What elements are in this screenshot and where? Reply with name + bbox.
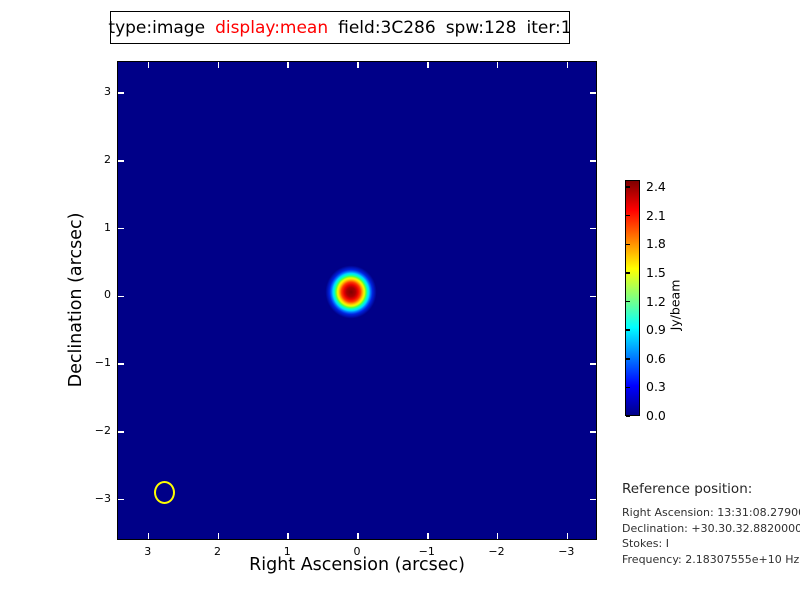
x-tick-mark-top [357,62,359,68]
y-tick-label: 3 [104,85,111,99]
title-segment: spw:128 [445,17,517,38]
y-tick-label: 0 [104,288,111,302]
title-segment: field:3C286 [338,17,436,38]
y-tick-label: 1 [104,220,111,234]
colorbar-tick-mark [626,243,630,245]
x-tick-mark-bottom [357,533,359,539]
y-tick-mark-right [590,498,596,501]
y-tick-mark-left [118,431,124,433]
y-tick-mark-right [590,160,596,162]
y-tick-label: 2 [104,152,111,166]
reference-position-line: Stokes: I [622,537,669,550]
colorbar-tick-label: 1.5 [646,264,666,280]
colorbar-tick-mark [626,186,630,188]
source-blob-3c286 [325,265,378,320]
y-tick-label: −1 [94,356,111,370]
x-tick-mark-top [147,62,150,68]
colorbar-tick-mark [626,214,630,217]
y-tick-label: −3 [94,491,111,505]
y-tick-mark-right [590,363,596,365]
colorbar-tick-mark [626,415,630,417]
colorbar-tick-mark [626,272,630,274]
reference-position-line: Declination: +30.30.32.88200000 [622,521,800,535]
reference-position-lines: Right Ascension: 13:31:08.27900000 Declin… [622,505,800,567]
x-tick-mark-bottom [217,533,220,539]
colorbar-tick-label: 2.4 [646,179,666,194]
x-tick-mark-bottom [147,533,150,539]
colorbar: 0.0 0.3 0.6 0.9 1.2 1.5 1.8 2.1 2.4 [625,179,666,423]
colorbar-tick-label: 0.6 [646,350,666,366]
plot-area: 3 2 1 0 −1 −2 −3 3 2 1 0 −1 −2 −3 [95,61,597,558]
y-tick-mark-right [590,431,596,433]
y-tick-mark-right [590,92,596,94]
x-tick-mark-bottom [496,533,499,539]
reference-position-line: Right Ascension: 13:31:08.27900000 [622,506,800,519]
y-tick-mark-left [118,498,124,501]
x-tick-mark-top [427,62,429,68]
colorbar-gradient [625,180,640,416]
y-tick-mark-left [118,92,124,94]
x-tick-label: 3 [144,545,152,558]
x-tick-mark-bottom [566,533,569,539]
title-segment: iter:1 [526,17,572,38]
colorbar-tick-mark [626,329,630,331]
image-raster-canvas [117,61,597,540]
x-tick-mark-bottom [287,533,289,539]
y-tick-mark-right [590,227,596,230]
x-tick-label: 0 [353,545,361,558]
colorbar-tick-label: 0.9 [646,322,666,338]
plot-title-box: type:image display:mean field:3C286 spw:128… [108,11,572,44]
y-tick-mark-left [118,295,124,298]
reference-position-line: Frequency: 2.18307555e+10 Hz [622,552,800,566]
x-axis-label: Right Ascension (arcsec) [249,555,465,575]
beam-ellipse-indicator [154,481,176,505]
x-tick-label: −1 [418,545,435,558]
colorbar-tick-mark [626,300,630,303]
x-tick-mark-top [217,62,220,68]
y-tick-label: −2 [94,423,111,437]
x-tick-label: −3 [558,545,575,558]
reference-position-heading: Reference position: [622,481,753,497]
y-tick-mark-left [118,363,124,365]
x-tick-mark-bottom [427,533,429,539]
x-tick-label: 2 [213,545,221,558]
x-tick-label: 1 [283,545,291,558]
colorbar-tick-mark [626,386,630,389]
colorbar-tick-mark [626,358,630,360]
colorbar-tick-label: 1.2 [646,293,666,309]
title-segment: display:mean [215,17,329,38]
y-tick-mark-right [590,295,596,298]
x-tick-mark-top [496,62,499,68]
colorbar-unit-label: Jy/beam [667,279,683,331]
colorbar-tick-label: 0.3 [646,379,666,395]
y-tick-mark-left [118,160,124,162]
colorbar-tick-label: 2.1 [646,207,666,223]
x-tick-mark-top [566,62,569,68]
x-tick-mark-top [287,62,289,68]
x-tick-label: −2 [488,545,505,558]
colorbar-tick-label: 0.0 [646,408,666,423]
title-segment: type:image [108,17,206,38]
y-tick-mark-left [118,227,124,230]
colorbar-tick-label: 1.8 [646,236,666,252]
reference-position-block: Reference position: Right Ascension: 13:… [622,481,800,567]
